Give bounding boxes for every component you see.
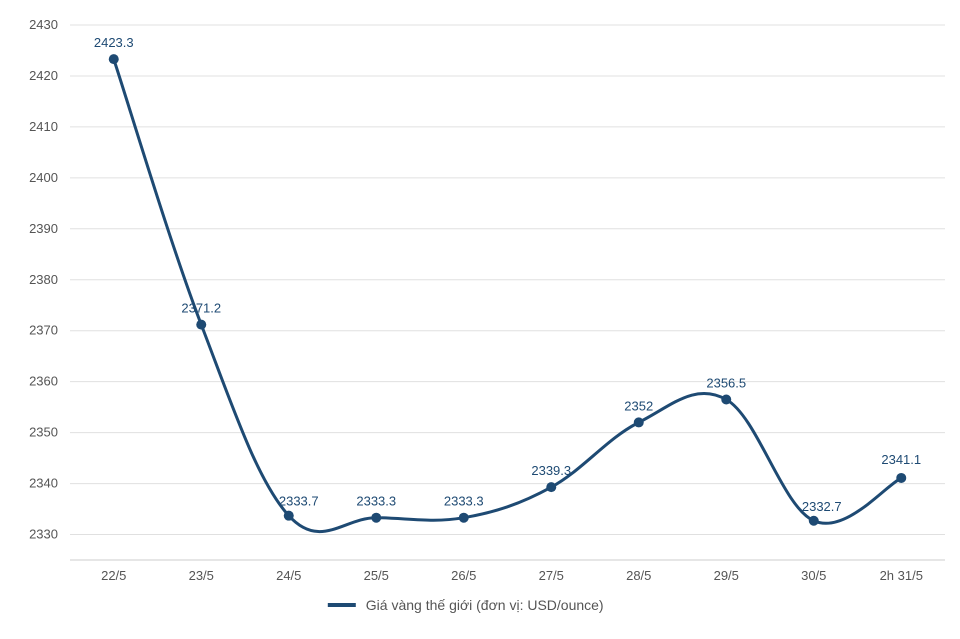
x-tick-label: 23/5 <box>189 568 214 583</box>
x-tick-label: 25/5 <box>364 568 389 583</box>
legend: Giá vàng thế giới (đơn vị: USD/ounce) <box>328 597 604 613</box>
data-label: 2333.3 <box>356 494 396 509</box>
data-label: 2333.7 <box>279 494 319 509</box>
legend-label: Giá vàng thế giới (đơn vị: USD/ounce) <box>366 597 604 613</box>
y-tick-label: 2360 <box>29 374 58 389</box>
y-tick-label: 2430 <box>29 17 58 32</box>
data-point <box>809 516 819 526</box>
x-tick-label: 28/5 <box>626 568 651 583</box>
x-tick-label: 26/5 <box>451 568 476 583</box>
y-tick-label: 2380 <box>29 272 58 287</box>
data-label: 2333.3 <box>444 494 484 509</box>
data-point <box>109 54 119 64</box>
y-tick-label: 2340 <box>29 476 58 491</box>
y-tick-label: 2420 <box>29 68 58 83</box>
data-label: 2356.5 <box>706 376 746 391</box>
y-tick-label: 2370 <box>29 323 58 338</box>
y-tick-label: 2400 <box>29 170 58 185</box>
chart-svg: 2330 2340 2350 2360 2370 2380 2390 2400 2410 2420… <box>0 0 960 639</box>
data-point <box>634 417 644 427</box>
x-tick-label: 30/5 <box>801 568 826 583</box>
gold-price-chart: 2330 2340 2350 2360 2370 2380 2390 2400 2410 2420… <box>0 0 960 639</box>
data-label: 2339.3 <box>531 463 571 478</box>
data-point <box>284 511 294 521</box>
data-point <box>896 473 906 483</box>
data-point <box>459 513 469 523</box>
x-tick-label: 22/5 <box>101 568 126 583</box>
data-point <box>721 395 731 405</box>
data-point <box>196 320 206 330</box>
data-label: 2423.3 <box>94 35 134 50</box>
x-tick-label: 24/5 <box>276 568 301 583</box>
x-tick-label: 27/5 <box>539 568 564 583</box>
data-point <box>546 482 556 492</box>
y-tick-label: 2330 <box>29 527 58 542</box>
series-line <box>114 59 902 531</box>
y-tick-label: 2390 <box>29 221 58 236</box>
data-label: 2341.1 <box>881 452 921 467</box>
x-tick-label: 29/5 <box>714 568 739 583</box>
data-label: 2332.7 <box>802 499 842 514</box>
data-label: 2352 <box>624 398 653 413</box>
data-point <box>371 513 381 523</box>
y-tick-label: 2350 <box>29 425 58 440</box>
y-tick-label: 2410 <box>29 119 58 134</box>
data-label: 2371.2 <box>181 301 221 316</box>
x-tick-label: 2h 31/5 <box>880 568 923 583</box>
